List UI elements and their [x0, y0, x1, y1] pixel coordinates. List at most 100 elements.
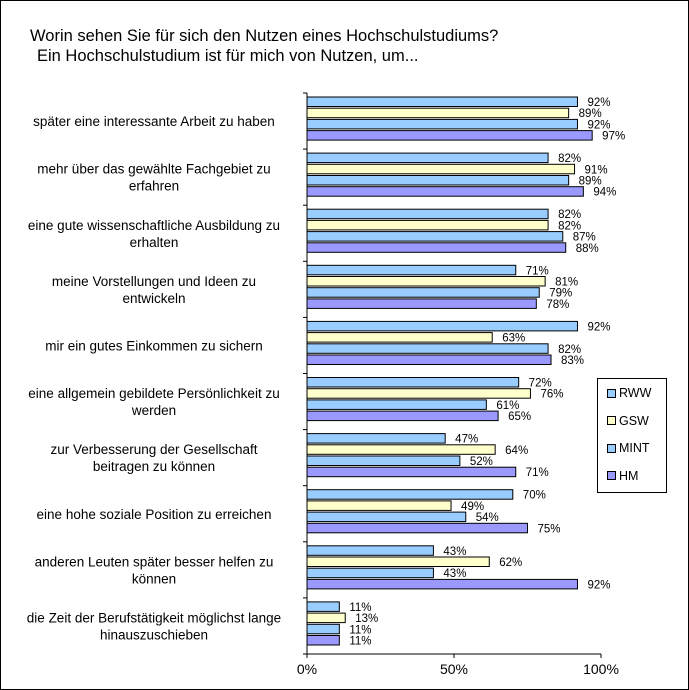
data-label: 88% — [576, 243, 599, 255]
category-label: die Zeit der Berufstätigkeit möglichst l… — [27, 610, 281, 625]
chart-title-line-1: Worin sehen Sie für sich den Nutzen eine… — [30, 27, 499, 45]
bar-mint — [306, 399, 487, 410]
data-label: 97% — [602, 131, 625, 143]
bar-rww — [306, 208, 549, 220]
data-label: 78% — [546, 299, 569, 311]
data-label: 13% — [355, 613, 378, 625]
bar-mint — [306, 118, 578, 130]
chart-title: Worin sehen Sie für sich den Nutzen eine… — [30, 26, 498, 66]
data-label: 63% — [502, 333, 525, 345]
data-label: 52% — [470, 456, 493, 468]
bar-rww — [306, 152, 549, 164]
legend-item-mint: MINT — [607, 441, 650, 455]
data-label: 43% — [443, 568, 466, 580]
bar-gsw — [306, 556, 490, 567]
legend-item-hm: HM — [607, 469, 638, 483]
category-label: hinauszuschieben — [100, 627, 208, 642]
data-label: 62% — [499, 557, 522, 569]
bar-rww — [306, 433, 446, 444]
category-label: werden — [131, 403, 176, 418]
data-label: 87% — [573, 232, 596, 244]
bar-mint — [306, 455, 461, 466]
bar-mint — [306, 287, 540, 298]
data-label: 64% — [505, 445, 528, 457]
category-label: erhalten — [130, 235, 179, 250]
x-tick-label: 100% — [583, 661, 619, 677]
data-label: 92% — [587, 97, 610, 109]
bar-mint — [306, 623, 340, 635]
bar-hm — [306, 578, 578, 590]
data-label: 94% — [593, 187, 616, 199]
data-label: 91% — [585, 164, 608, 176]
x-tick-label: 0% — [297, 661, 317, 677]
category-label: anderen Leuten später besser helfen zu — [35, 554, 274, 569]
x-tick-label: 50% — [440, 661, 468, 677]
legend-swatch — [607, 443, 616, 453]
legend: RWW GSW MINT HM — [597, 378, 667, 493]
bar-mint — [306, 511, 467, 523]
bar-hm — [306, 186, 584, 197]
data-label: 70% — [523, 490, 546, 502]
data-label: 72% — [529, 378, 552, 390]
category-label: eine allgemein gebildete Persönlichkeit … — [28, 386, 279, 401]
data-label: 92% — [587, 119, 610, 131]
bar-hm — [306, 130, 593, 141]
legend-swatch — [607, 416, 616, 425]
data-label: 81% — [555, 277, 578, 289]
data-label: 82% — [558, 153, 581, 165]
bar-mint — [306, 343, 549, 354]
bar-rww — [306, 264, 517, 276]
data-label: 43% — [443, 546, 466, 558]
bar-mint — [306, 567, 434, 579]
bar-rww — [306, 377, 520, 388]
category-label: meine Vorstellungen und Ideen zu — [52, 274, 256, 289]
data-label: 75% — [538, 523, 561, 535]
data-label: 54% — [476, 512, 499, 524]
bar-rww — [306, 320, 578, 332]
category-label: mehr über das gewählte Fachgebiet zu — [37, 162, 270, 177]
data-label: 49% — [461, 501, 484, 513]
category-label: mir ein gutes Einkommen zu sichern — [45, 338, 263, 353]
bar-rww — [306, 601, 340, 612]
bar-hm — [306, 354, 552, 365]
category-label: eine hohe soziale Position zu erreichen — [37, 507, 272, 522]
bar-mint — [306, 175, 570, 186]
legend-label: HM — [619, 468, 639, 483]
legend-swatch — [607, 388, 616, 398]
bar-rww — [306, 489, 514, 500]
legend-label: RWW — [619, 386, 652, 400]
bar-gsw — [306, 163, 576, 175]
data-label: 65% — [508, 411, 531, 423]
bar-rww — [306, 545, 434, 556]
bar-gsw — [306, 107, 570, 119]
bar-gsw — [306, 444, 496, 455]
data-label: 47% — [455, 434, 478, 446]
data-label: 92% — [587, 321, 610, 333]
data-label: 76% — [540, 389, 563, 401]
bar-rww — [306, 96, 578, 107]
bar-gsw — [306, 612, 346, 624]
bar-hm — [306, 522, 528, 534]
category-label: eine gute wissenschaftliche Ausbildung z… — [28, 218, 280, 233]
data-label: 11% — [349, 624, 371, 636]
bar-mint — [306, 231, 564, 242]
bar-gsw — [306, 388, 531, 399]
data-label: 71% — [526, 265, 549, 277]
category-label: später eine interessante Arbeit zu haben — [33, 114, 275, 129]
bar-hm — [306, 466, 517, 478]
legend-swatch — [607, 471, 616, 480]
legend-label: MINT — [619, 441, 650, 455]
data-label: 11% — [349, 602, 371, 614]
data-label: 83% — [561, 355, 584, 367]
bar-hm — [306, 410, 499, 422]
category-label: zur Verbesserung der Gesellschaft — [50, 442, 257, 457]
data-label: 82% — [558, 344, 581, 356]
data-label: 71% — [526, 467, 549, 479]
legend-item-gsw: GSW — [607, 414, 649, 428]
data-label: 82% — [558, 220, 581, 232]
category-label: können — [132, 571, 176, 586]
data-label: 92% — [587, 579, 610, 591]
bar-hm — [306, 635, 340, 646]
category-label: beitragen zu können — [93, 459, 215, 474]
